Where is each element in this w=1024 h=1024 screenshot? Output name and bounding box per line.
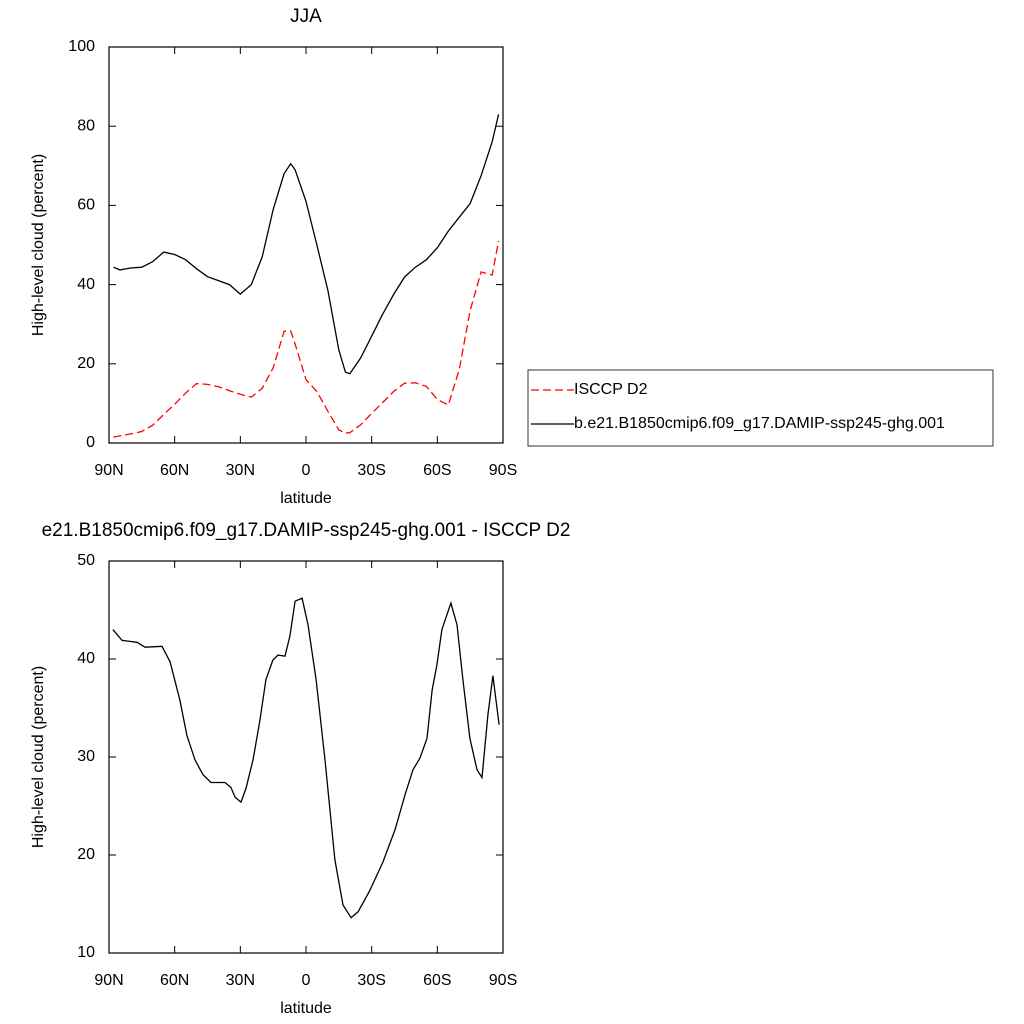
y-tick-label: 100 <box>68 38 95 55</box>
y-axis-label: High-level cloud (percent) <box>30 154 47 336</box>
legend-label: b.e21.B1850cmip6.f09_g17.DAMIP-ssp245-gh… <box>574 415 945 432</box>
x-tick-label: 90S <box>489 972 517 989</box>
y-tick-label: 10 <box>77 944 95 961</box>
x-tick-label: 60N <box>160 462 189 479</box>
x-tick-label: 60N <box>160 972 189 989</box>
x-tick-label: 30S <box>357 972 385 989</box>
chart-title: JJA <box>290 6 322 27</box>
data-line <box>113 240 500 438</box>
plot-frame <box>108 46 504 444</box>
x-tick-label: 60S <box>423 972 451 989</box>
x-tick-label: 0 <box>302 972 311 989</box>
plot-frame <box>108 560 504 954</box>
data-line <box>112 597 500 919</box>
legend-box <box>527 369 994 447</box>
y-axis-label: High-level cloud (percent) <box>30 666 47 848</box>
y-tick-label: 40 <box>77 276 95 293</box>
x-axis-label: latitude <box>280 1000 332 1017</box>
y-tick-label: 60 <box>77 197 95 214</box>
y-tick-label: 50 <box>77 552 95 569</box>
chart-title: e21.B1850cmip6.f09_g17.DAMIP-ssp245-ghg.… <box>42 520 571 541</box>
y-tick-label: 30 <box>77 748 95 765</box>
legend-label: ISCCP D2 <box>574 381 648 398</box>
legend: ISCCP D2 b.e21.B1850cmip6.f09_g17.DAMIP-s… <box>527 369 994 447</box>
data-line <box>113 114 500 375</box>
y-tick-label: 40 <box>77 650 95 667</box>
y-tick-label: 20 <box>77 355 95 372</box>
x-tick-label: 60S <box>423 462 451 479</box>
y-tick-label: 0 <box>86 434 95 451</box>
y-tick-label: 20 <box>77 846 95 863</box>
x-tick-label: 90S <box>489 462 517 479</box>
x-tick-label: 30N <box>226 972 255 989</box>
x-tick-label: 30S <box>357 462 385 479</box>
x-tick-label: 90N <box>94 462 123 479</box>
x-tick-label: 90N <box>94 972 123 989</box>
y-tick-label: 80 <box>77 117 95 134</box>
x-tick-label: 0 <box>302 462 311 479</box>
x-tick-label: 30N <box>226 462 255 479</box>
x-axis-label: latitude <box>280 490 332 507</box>
